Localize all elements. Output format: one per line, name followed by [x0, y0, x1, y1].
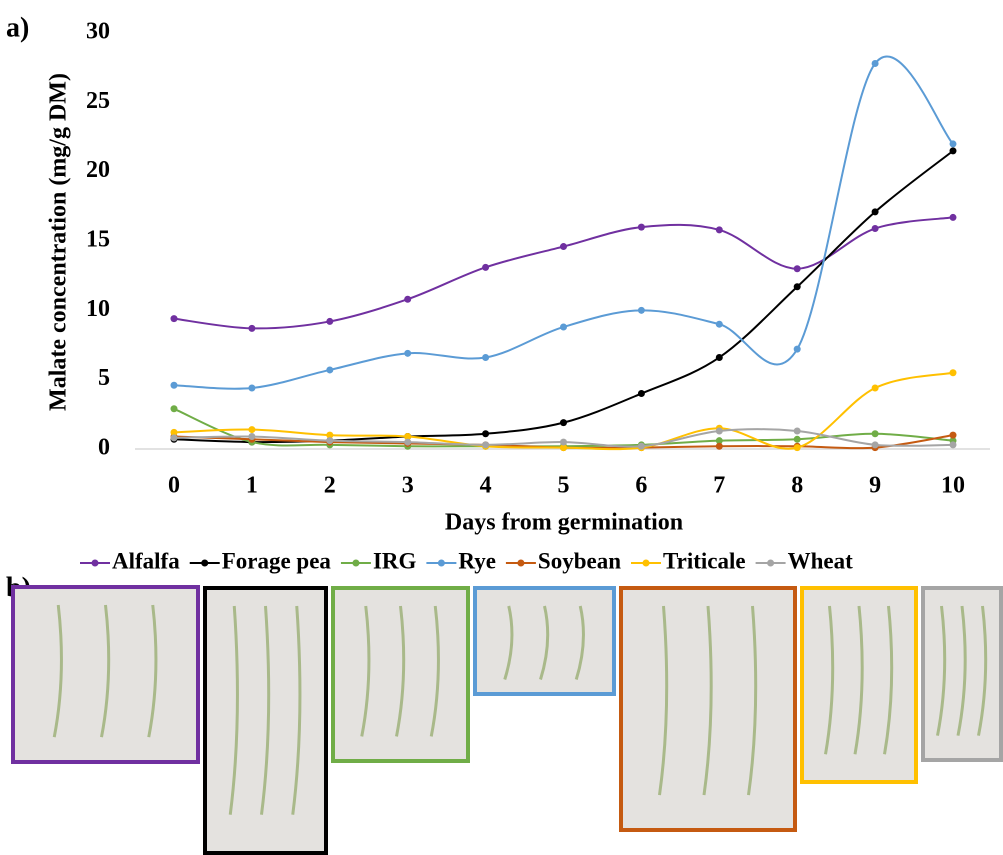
data-point — [638, 390, 645, 397]
data-point — [872, 225, 879, 232]
x-tick-label: 6 — [635, 473, 647, 499]
y-axis-label: Malate concentration (mg/g DM) — [46, 73, 72, 411]
seedling-photos — [13, 587, 1001, 853]
x-tick-label: 3 — [402, 473, 414, 499]
data-point — [794, 427, 801, 434]
data-point — [171, 315, 178, 322]
legend-label: Forage pea — [222, 548, 332, 573]
legend-label: IRG — [373, 548, 417, 573]
series-line — [174, 217, 953, 328]
data-point — [560, 419, 567, 426]
y-tick-label: 0 — [98, 435, 110, 461]
photo-frame — [475, 588, 614, 694]
x-tick-label: 4 — [480, 473, 492, 499]
data-point — [716, 226, 723, 233]
data-point — [326, 318, 333, 325]
legend-swatch-dot — [767, 560, 774, 567]
data-point — [794, 283, 801, 290]
x-tick-label: 9 — [869, 473, 881, 499]
y-tick-label: 15 — [86, 227, 110, 253]
data-point — [950, 441, 957, 448]
x-tick-label: 0 — [168, 473, 180, 499]
figure: a) b) Days from germination Malate conce… — [0, 0, 1003, 855]
data-point — [326, 437, 333, 444]
series-line — [174, 151, 953, 442]
data-point — [794, 346, 801, 353]
data-point — [794, 265, 801, 272]
data-point — [872, 441, 879, 448]
data-point — [794, 444, 801, 451]
legend-swatch-dot — [517, 560, 524, 567]
legend-label: Soybean — [538, 548, 621, 573]
data-point — [872, 384, 879, 391]
legend-label: Triticale — [663, 548, 746, 573]
data-point — [950, 432, 957, 439]
data-point — [326, 366, 333, 373]
data-point — [716, 443, 723, 450]
data-point — [404, 296, 411, 303]
data-point — [872, 430, 879, 437]
data-point — [716, 427, 723, 434]
data-point — [248, 426, 255, 433]
panel-label: a) — [6, 12, 29, 43]
data-point — [482, 264, 489, 271]
data-point — [482, 430, 489, 437]
x-tick-label: 8 — [791, 473, 803, 499]
data-point — [794, 436, 801, 443]
data-point — [404, 439, 411, 446]
x-tick-label: 2 — [324, 473, 336, 499]
data-point — [716, 321, 723, 328]
data-point — [171, 382, 178, 389]
data-point — [872, 208, 879, 215]
data-point — [638, 224, 645, 231]
data-point — [404, 350, 411, 357]
data-point — [560, 323, 567, 330]
data-point — [248, 325, 255, 332]
data-point — [950, 147, 957, 154]
data-point — [482, 441, 489, 448]
legend-swatch-dot — [438, 560, 445, 567]
data-point — [482, 354, 489, 361]
data-point — [638, 307, 645, 314]
y-tick-label: 5 — [98, 365, 110, 391]
data-point — [248, 384, 255, 391]
y-tick-label: 25 — [86, 88, 110, 114]
data-point — [716, 354, 723, 361]
legend-swatch-dot — [92, 560, 99, 567]
series-line — [174, 56, 953, 388]
x-tick-label: 5 — [558, 473, 570, 499]
legend-swatch-dot — [201, 560, 208, 567]
data-point — [950, 369, 957, 376]
data-point — [638, 443, 645, 450]
x-axis-label: Days from germination — [445, 510, 683, 536]
legend-label: Rye — [458, 548, 496, 573]
data-point — [950, 214, 957, 221]
data-point — [171, 405, 178, 412]
y-tick-label: 30 — [86, 19, 110, 45]
x-tick-label: 7 — [713, 473, 725, 499]
legend-label: Wheat — [788, 548, 854, 573]
data-point — [560, 439, 567, 446]
y-tick-label: 20 — [86, 157, 110, 183]
x-tick-label: 10 — [941, 473, 965, 499]
data-point — [248, 433, 255, 440]
y-tick-label: 10 — [86, 296, 110, 322]
data-point — [950, 140, 957, 147]
data-point — [560, 243, 567, 250]
legend-label: Alfalfa — [112, 548, 180, 573]
data-point — [171, 434, 178, 441]
legend-swatch-dot — [352, 560, 359, 567]
legend-swatch-dot — [643, 560, 650, 567]
data-point — [872, 60, 879, 67]
x-tick-label: 1 — [246, 473, 258, 499]
